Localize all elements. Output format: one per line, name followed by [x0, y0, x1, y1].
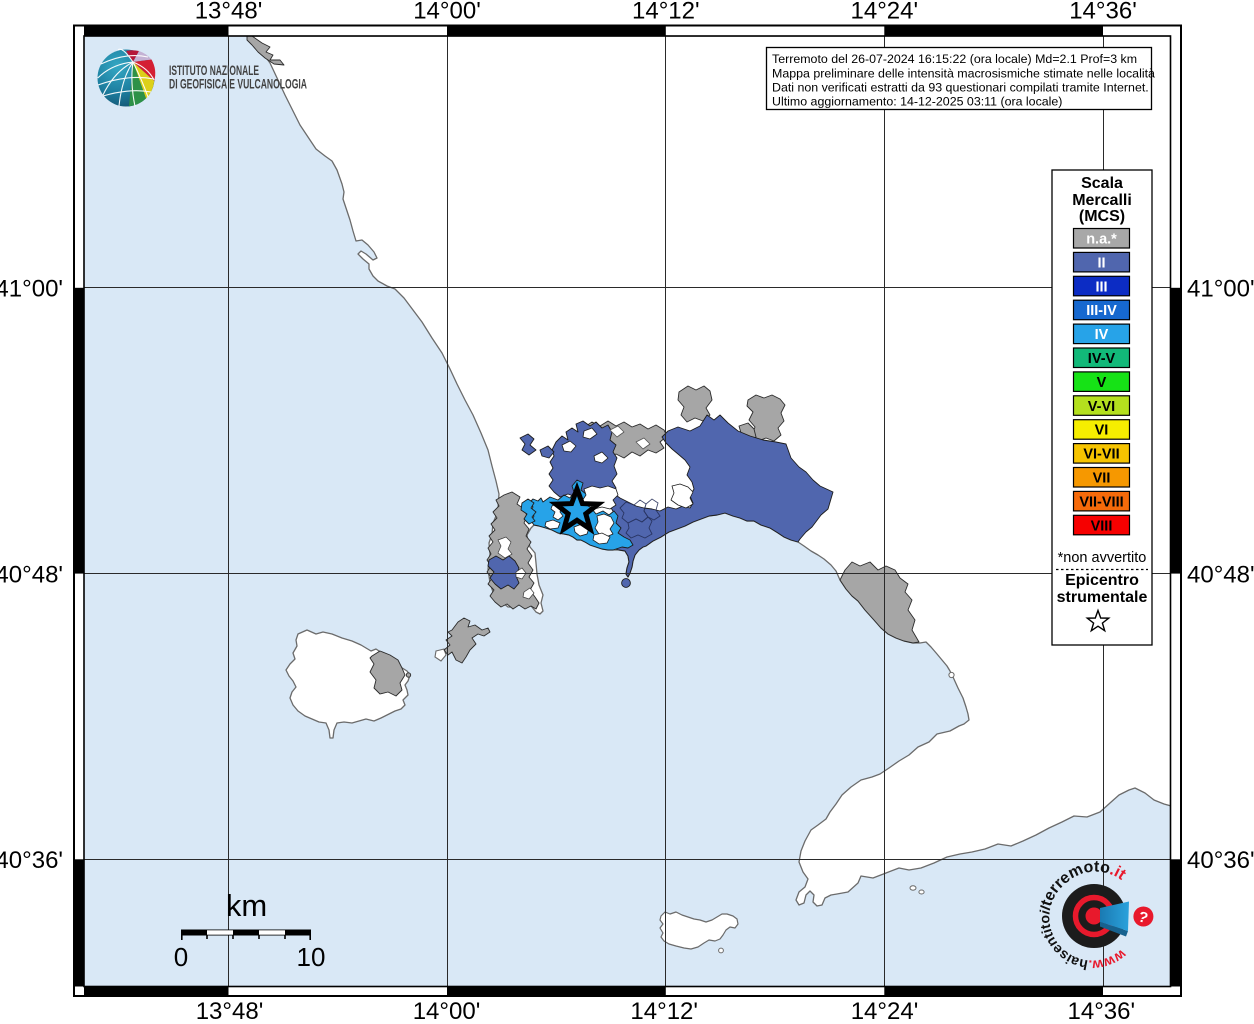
svg-text:IV-V: IV-V: [1088, 351, 1116, 367]
svg-text:III-IV: III-IV: [1086, 303, 1117, 319]
svg-text:41°00': 41°00': [1187, 276, 1254, 303]
svg-text:Scala: Scala: [1081, 175, 1123, 192]
svg-text:II: II: [1097, 255, 1105, 271]
svg-text:40°48': 40°48': [0, 561, 63, 588]
svg-text:V: V: [1097, 375, 1107, 391]
svg-text:Dati non verificati estratti d: Dati non verificati estratti da 93 quest…: [772, 81, 1149, 95]
svg-text:Terremoto del 26-07-2024 16:15: Terremoto del 26-07-2024 16:15:22 (ora l…: [772, 52, 1137, 66]
svg-text:(MCS): (MCS): [1079, 208, 1125, 225]
svg-text:*non avvertito: *non avvertito: [1058, 550, 1147, 566]
svg-text:n.a.*: n.a.*: [1086, 232, 1117, 248]
svg-text:DI GEOFISICA E VULCANOLOGIA: DI GEOFISICA E VULCANOLOGIA: [169, 77, 307, 92]
svg-text:13°48': 13°48': [196, 998, 264, 1024]
svg-text:VIII: VIII: [1091, 518, 1113, 534]
svg-text:0: 0: [174, 942, 188, 972]
svg-text:Mappa preliminare delle intens: Mappa preliminare delle intensità macros…: [772, 66, 1155, 80]
svg-text:VI-VII: VI-VII: [1083, 447, 1119, 463]
svg-text:Epicentro: Epicentro: [1065, 572, 1139, 589]
svg-text:V-VI: V-VI: [1088, 399, 1115, 415]
svg-text:40°36': 40°36': [0, 847, 63, 874]
svg-text:14°00': 14°00': [413, 998, 481, 1024]
svg-text:10: 10: [297, 942, 326, 972]
svg-text:IV: IV: [1095, 327, 1109, 343]
svg-text:Ultimo aggiornamento: 14-12-20: Ultimo aggiornamento: 14-12-2025 03:11 (…: [772, 94, 1062, 108]
svg-text:14°24': 14°24': [851, 998, 919, 1024]
svg-text:ISTITUTO NAZIONALE: ISTITUTO NAZIONALE: [169, 63, 259, 78]
svg-text:km: km: [226, 888, 267, 923]
svg-text:III: III: [1095, 279, 1107, 295]
svg-text:VII: VII: [1093, 471, 1111, 487]
svg-text:Mercalli: Mercalli: [1072, 192, 1132, 209]
svg-text:41°00': 41°00': [0, 276, 63, 303]
svg-text:13°48': 13°48': [195, 0, 263, 25]
svg-text:14°12': 14°12': [632, 0, 700, 25]
svg-text:40°36': 40°36': [1187, 847, 1254, 874]
svg-text:14°36': 14°36': [1069, 0, 1137, 25]
svg-text:14°00': 14°00': [413, 0, 481, 25]
svg-text:strumentale: strumentale: [1057, 589, 1148, 606]
svg-text:14°12': 14°12': [630, 998, 698, 1024]
svg-text:14°24': 14°24': [851, 0, 919, 25]
svg-text:14°36': 14°36': [1068, 998, 1136, 1024]
svg-text:VI: VI: [1095, 423, 1109, 439]
svg-text:VII-VIII: VII-VIII: [1079, 494, 1123, 510]
svg-text:40°48': 40°48': [1187, 561, 1254, 588]
